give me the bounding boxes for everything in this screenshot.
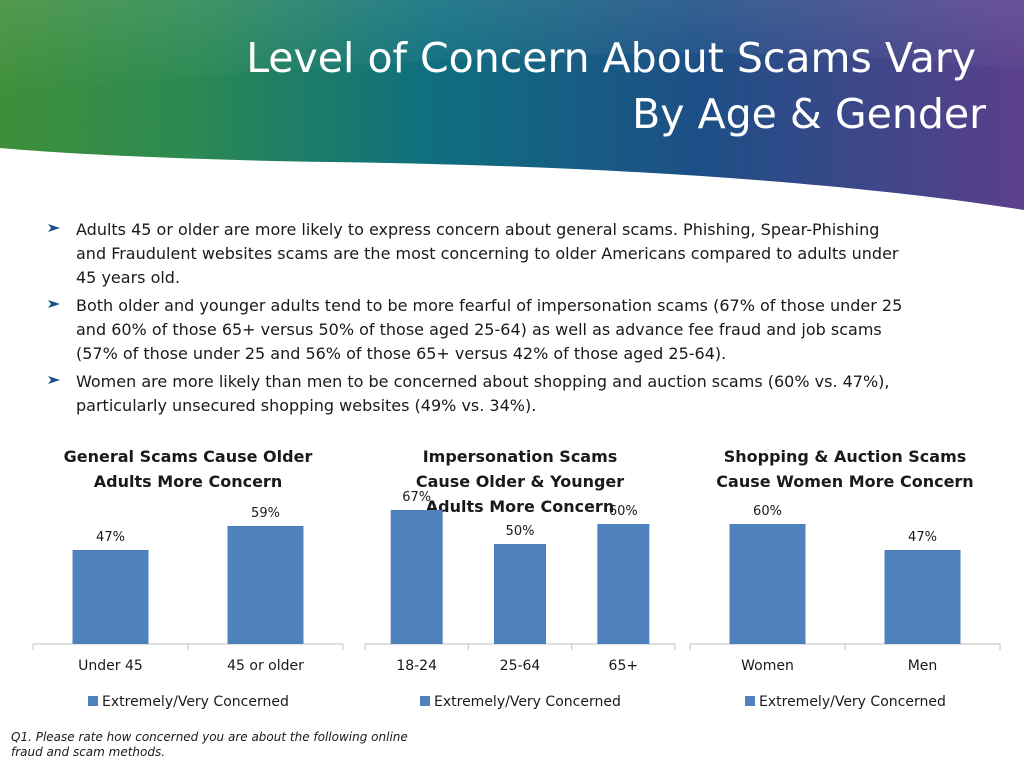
general-scams-chart: General Scams Cause Older Adults More Co… xyxy=(32,444,344,719)
chart-legend: Extremely/Very Concerned xyxy=(745,694,946,710)
data-label: 50% xyxy=(506,524,535,539)
chart-legend: Extremely/Very Concerned xyxy=(88,694,289,710)
data-label: 47% xyxy=(908,530,937,545)
bullet-text: Adults 45 or older are more likely to ex… xyxy=(76,220,899,287)
legend-label: Extremely/Very Concerned xyxy=(434,694,621,710)
category-label: 25-64 xyxy=(500,658,541,674)
data-label: 60% xyxy=(753,504,782,519)
arrow-bullet-icon xyxy=(48,376,60,384)
bullet-list: Adults 45 or older are more likely to ex… xyxy=(48,218,908,422)
bar xyxy=(729,524,806,644)
category-label: Under 45 xyxy=(78,658,143,674)
category-label: Women xyxy=(741,658,794,674)
chart-legend: Extremely/Very Concerned xyxy=(420,694,621,710)
bar xyxy=(390,510,443,644)
chart-plot: 67% 18-24 50% 25-64 60% 65+ xyxy=(364,490,676,674)
category-label: 18-24 xyxy=(396,658,437,674)
bullet-text: Women are more likely than men to be con… xyxy=(76,372,890,415)
legend-swatch xyxy=(420,696,430,706)
impersonation-scams-chart: Impersonation Scams Cause Older & Younge… xyxy=(364,444,676,719)
data-label: 60% xyxy=(609,504,638,519)
shopping-auction-scams-chart: Shopping & Auction Scams Cause Women Mor… xyxy=(689,444,1001,719)
data-label: 59% xyxy=(251,506,280,521)
chart-title: Impersonation Scams Cause Older & Younge… xyxy=(415,447,625,516)
chart-title: Shopping & Auction Scams Cause Women Mor… xyxy=(716,447,974,491)
chart-plot: 47% Under 45 59% 45 or older xyxy=(32,506,344,674)
footnote: Q1. Please rate how concerned you are ab… xyxy=(11,730,408,759)
title-banner xyxy=(0,0,1024,240)
legend-label: Extremely/Very Concerned xyxy=(759,694,946,710)
bullet-item: Adults 45 or older are more likely to ex… xyxy=(48,218,908,290)
bar xyxy=(494,544,546,644)
category-label: 45 or older xyxy=(227,658,304,674)
arrow-bullet-icon xyxy=(48,300,60,308)
data-label: 67% xyxy=(402,490,431,505)
chart-plot: 60% Women 47% Men xyxy=(689,504,1001,674)
bar xyxy=(597,524,650,644)
bullet-text: Both older and younger adults tend to be… xyxy=(76,296,903,363)
bullet-item: Women are more likely than men to be con… xyxy=(48,370,908,418)
page-title-line-1: Level of Concern About Scams Vary xyxy=(246,34,976,82)
legend-label: Extremely/Very Concerned xyxy=(102,694,289,710)
chart-title: General Scams Cause Older Adults More Co… xyxy=(63,447,313,491)
legend-swatch xyxy=(745,696,755,706)
bar xyxy=(72,550,149,644)
category-label: Men xyxy=(908,658,938,674)
bar xyxy=(227,526,304,644)
bar xyxy=(884,550,961,644)
legend-swatch xyxy=(88,696,98,706)
data-label: 47% xyxy=(96,530,125,545)
category-label: 65+ xyxy=(609,658,639,674)
page-title-line-2: By Age & Gender xyxy=(632,90,986,138)
arrow-bullet-icon xyxy=(48,224,60,232)
bullet-item: Both older and younger adults tend to be… xyxy=(48,294,908,366)
